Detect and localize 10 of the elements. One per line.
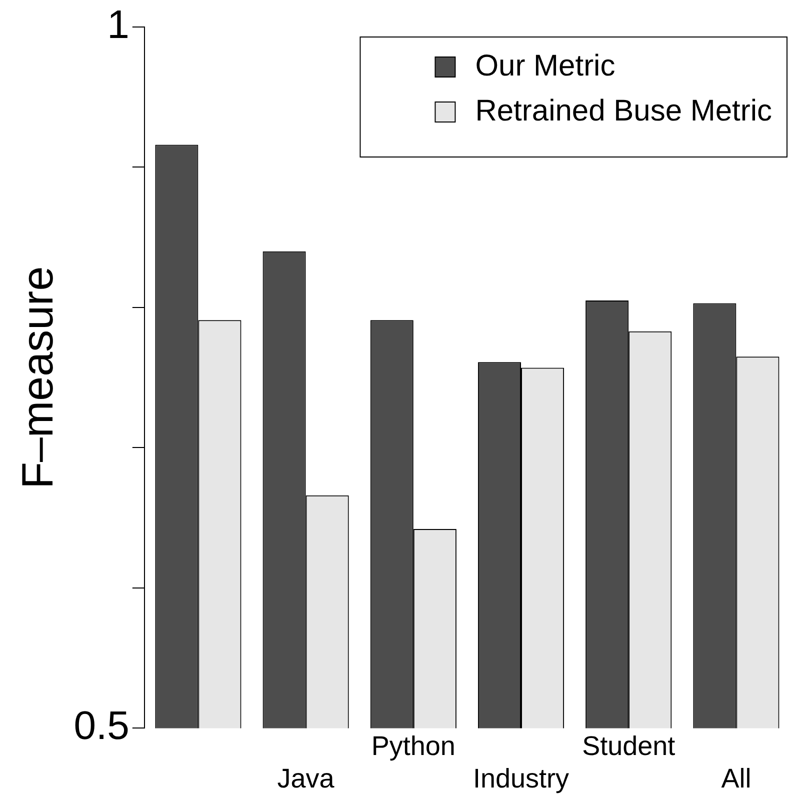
y-axis-title: F–measure [14, 266, 63, 489]
x-tick-label: Industry [472, 763, 570, 794]
y-tick-label: 1 [107, 3, 130, 48]
x-tick-label: Java [277, 763, 336, 794]
x-tick-label: Python [371, 730, 456, 761]
x-tick-label: All [721, 763, 752, 794]
legend-label: Our Metric [475, 49, 616, 82]
y-tick-label: 0.5 [74, 704, 130, 748]
legend-label: Retrained Buse Metric [475, 94, 772, 128]
x-tick-label: Student [582, 730, 676, 761]
